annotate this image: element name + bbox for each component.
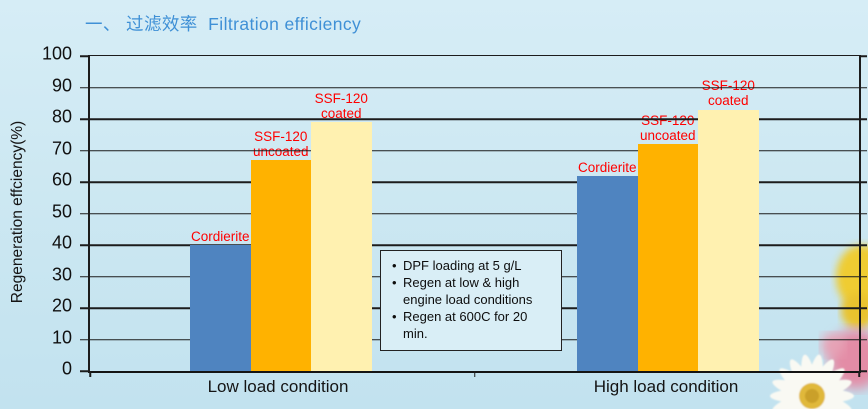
y-axis-tick xyxy=(80,86,89,89)
y-axis-tick-right xyxy=(860,212,867,215)
bar-data-label: SSF-120 coated xyxy=(702,78,755,109)
x-axis-tick xyxy=(473,371,476,377)
bar-data-label: SSF-120 coated xyxy=(314,90,368,122)
note-item-regen-load: Regen at low & high engine load conditio… xyxy=(391,275,555,309)
gridline xyxy=(90,212,859,215)
y-axis-tick-right xyxy=(860,55,867,57)
y-axis-tick xyxy=(80,149,89,152)
bar-fill xyxy=(637,144,698,371)
y-tick-label-60: 60 xyxy=(51,169,72,190)
daisy-center-inner xyxy=(805,389,819,403)
y-axis-tick xyxy=(80,307,89,309)
category-label-low-load: Low load condition xyxy=(207,377,349,396)
bar-fill xyxy=(577,175,638,371)
x-axis-tick xyxy=(858,371,860,377)
bar-data-label: SSF-120 uncoated xyxy=(639,112,696,144)
y-tick-label-30: 30 xyxy=(51,264,72,285)
gridline xyxy=(90,181,859,183)
bar-fill xyxy=(190,245,251,371)
x-axis-tick xyxy=(89,371,91,377)
y-axis-tick-right xyxy=(860,370,867,372)
bar-fill xyxy=(311,122,372,371)
y-axis-tick xyxy=(80,244,89,246)
gridline xyxy=(90,244,859,246)
bar-ssf-120-coated-low-load-condition: SSF-120 coated xyxy=(311,91,372,371)
y-tick-label-10: 10 xyxy=(51,327,72,348)
y-axis-tick-right xyxy=(860,307,867,309)
gridline xyxy=(90,86,859,89)
y-tick-label-90: 90 xyxy=(51,75,72,96)
bar-ssf-120-coated-high-load-condition: SSF-120 coated xyxy=(698,78,759,371)
annotation-box: DPF loading at 5 g/L Regen at low & high… xyxy=(380,250,562,351)
y-axis-tick-right xyxy=(860,244,867,246)
category-label-high-load: High load condition xyxy=(593,377,739,396)
bar-ssf-120-uncoated-low-load-condition: SSF-120 uncoated xyxy=(250,129,311,371)
note-item-dpf-loading: DPF loading at 5 g/L xyxy=(391,258,555,275)
y-axis-tick-labels: 100 90 80 70 60 50 40 30 20 10 0 xyxy=(0,44,80,379)
note-item-regen-temp: Regen at 600C for 20 min. xyxy=(391,309,555,343)
white-daisy xyxy=(770,354,854,409)
bar-fill xyxy=(698,109,759,371)
slide-title: 一、 过滤效率 Filtration efficiency xyxy=(85,14,362,34)
y-tick-label-80: 80 xyxy=(51,106,72,127)
y-axis-tick xyxy=(80,55,89,57)
y-axis-tick-right xyxy=(860,275,867,278)
flower-decoration xyxy=(770,245,868,409)
bar-cordierite-high-load-condition: Cordierite xyxy=(577,160,638,371)
y-axis-tick xyxy=(80,118,89,120)
gridline xyxy=(90,118,859,120)
y-axis-tick xyxy=(80,370,89,372)
y-axis-tick-right xyxy=(860,181,867,183)
y-axis-tick-right xyxy=(860,338,867,341)
y-axis-tick xyxy=(80,275,89,278)
y-axis-tick-right xyxy=(860,149,867,152)
y-axis-tick xyxy=(80,212,89,215)
gridline xyxy=(90,149,859,152)
y-tick-label-0: 0 xyxy=(61,358,72,379)
y-axis-tick xyxy=(80,181,89,183)
y-tick-label-100: 100 xyxy=(41,43,72,64)
y-tick-label-70: 70 xyxy=(51,138,72,159)
y-tick-label-40: 40 xyxy=(51,232,72,253)
bar-data-label: SSF-120 uncoated xyxy=(252,128,309,159)
y-axis-tick-right xyxy=(860,118,867,120)
bar-data-label: Cordierite xyxy=(190,228,250,244)
y-axis-tick xyxy=(80,338,89,341)
bar-ssf-120-uncoated-high-load-condition: SSF-120 uncoated xyxy=(637,113,698,371)
y-tick-label-20: 20 xyxy=(51,295,72,316)
bar-data-label: Cordierite xyxy=(577,159,637,175)
y-tick-label-50: 50 xyxy=(51,201,72,222)
bar-fill xyxy=(250,159,311,371)
bar-cordierite-low-load-condition: Cordierite xyxy=(190,229,251,371)
y-axis-tick-right xyxy=(860,86,867,89)
